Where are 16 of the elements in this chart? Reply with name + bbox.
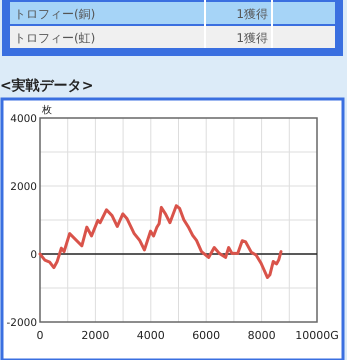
text: 1獲得 (236, 7, 268, 21)
y-axis-title: 枚 (41, 104, 52, 116)
x-tick-label: 4000 (136, 329, 165, 342)
y-tick-label: 2000 (10, 181, 37, 193)
y-tick-label: 0 (30, 249, 37, 261)
x-tick-label: 2000 (81, 329, 110, 342)
text: トロフィー(虹) (14, 31, 96, 45)
x-tick-label: 10000G (295, 329, 339, 342)
y-tick-label: -2000 (6, 317, 37, 329)
line-series (38, 204, 282, 279)
x-tick-label: 8000 (248, 329, 276, 342)
chart-title: <実戦データ> (0, 77, 94, 94)
y-tick-label: 4000 (10, 113, 37, 125)
x-tick-label: 6000 (192, 329, 220, 342)
text: トロフィー(銅) (14, 7, 96, 21)
text: 1獲得 (236, 31, 268, 45)
